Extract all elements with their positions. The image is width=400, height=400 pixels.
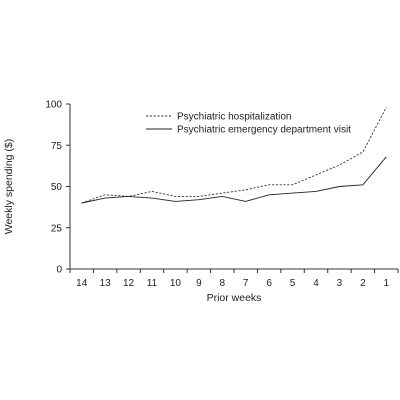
x-tick-label: 6 xyxy=(266,278,272,289)
x-tick-label: 14 xyxy=(76,278,88,289)
x-tick-label: 5 xyxy=(290,278,296,289)
x-tick-label: 4 xyxy=(313,278,319,289)
x-tick-label: 11 xyxy=(147,278,158,289)
legend-label-2: Psychiatric emergency department visit xyxy=(177,125,351,136)
y-tick-label: 75 xyxy=(51,141,63,152)
legend: Psychiatric hospitalization Psychiatric e… xyxy=(146,112,351,136)
y-tick-label: 0 xyxy=(56,265,62,276)
y-ticks: 0 25 50 75 100 xyxy=(45,100,70,276)
x-tick-label: 12 xyxy=(123,278,135,289)
x-tick-label: 7 xyxy=(243,278,249,289)
x-tick-label: 3 xyxy=(337,278,343,289)
x-tick-label: 8 xyxy=(220,278,226,289)
y-tick-label: 50 xyxy=(51,182,63,193)
y-tick-label: 100 xyxy=(45,100,62,111)
x-tick-label: 9 xyxy=(196,278,202,289)
x-tick-label: 2 xyxy=(360,278,366,289)
series-line-2 xyxy=(81,156,387,204)
y-axis-title: Weekly spending ($) xyxy=(3,139,15,235)
x-tick-label: 10 xyxy=(170,278,182,289)
x-axis-title: Prior weeks xyxy=(207,292,262,304)
legend-label-1: Psychiatric hospitalization xyxy=(177,112,292,123)
series-layer xyxy=(81,107,387,204)
y-tick-label: 25 xyxy=(51,223,63,234)
x-ticks: 14 13 12 11 10 9 8 7 6 5 4 3 2 1 xyxy=(69,269,399,289)
x-tick-label: 1 xyxy=(384,278,390,289)
x-tick-label: 13 xyxy=(100,278,112,289)
